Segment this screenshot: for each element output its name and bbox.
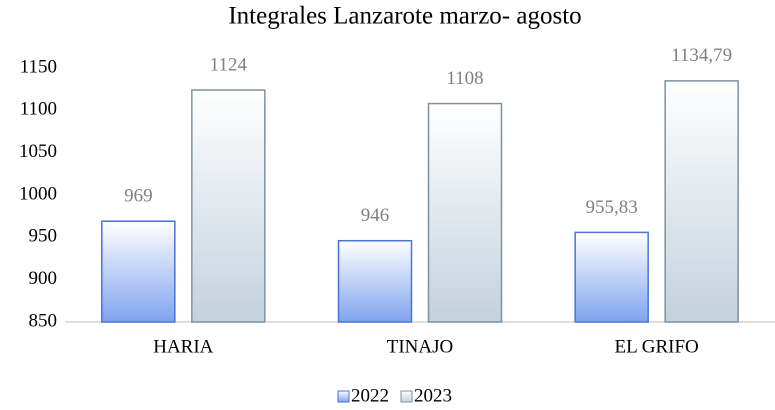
chart-title: Integrales Lanzarote marzo- agosto — [228, 3, 581, 30]
bar — [337, 239, 413, 323]
legend-swatch — [337, 390, 350, 403]
value-label: 946 — [361, 205, 390, 226]
y-tick-label: 1150 — [20, 56, 57, 77]
legend-label: 2023 — [414, 385, 452, 406]
y-tick-label: 900 — [29, 268, 58, 289]
bar — [101, 220, 176, 323]
value-label: 1124 — [210, 54, 248, 75]
y-tick-label: 1000 — [19, 183, 57, 204]
value-label: 969 — [124, 186, 153, 207]
y-tick-label: 950 — [29, 226, 58, 247]
y-tick-label: 1100 — [20, 99, 57, 120]
bar — [191, 89, 266, 323]
bar — [427, 102, 503, 323]
x-tick-label: EL GRIFO — [615, 336, 699, 357]
bar — [574, 231, 649, 323]
y-tick-label: 850 — [29, 310, 58, 331]
value-label: 955,83 — [586, 197, 638, 218]
bar — [664, 80, 739, 323]
legend-swatch — [400, 390, 413, 403]
value-label: 1134,79 — [671, 45, 732, 66]
value-label: 1108 — [446, 68, 483, 89]
x-tick-label: HARIA — [153, 336, 213, 357]
y-tick-label: 1050 — [19, 141, 57, 162]
legend-label: 2022 — [351, 385, 389, 406]
x-tick-label: TINAJO — [387, 336, 454, 357]
